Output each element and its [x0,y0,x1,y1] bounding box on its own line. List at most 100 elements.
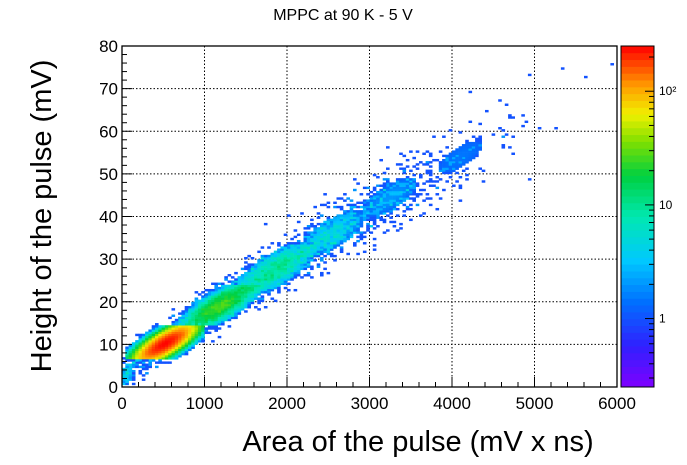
heatmap-bin [204,320,209,324]
heatmap-bin [356,231,360,234]
heatmap-bin [240,295,245,298]
heatmap-bin [214,312,218,315]
heatmap-bin [237,288,242,292]
heatmap-bin [422,163,426,166]
heatmap-bin [349,227,354,230]
heatmap-bin [273,284,278,288]
heatmap-bin [425,171,430,175]
heatmap-bin [300,263,304,266]
heatmap-bin [412,184,416,187]
heatmap-bin [303,231,308,234]
heatmap-bin [174,344,179,347]
heatmap-bin [237,286,242,290]
heatmap-bin [293,267,298,271]
heatmap-bin [181,344,185,347]
heatmap-bin [313,225,317,228]
heatmap-bin [224,312,228,315]
heatmap-bin [287,214,291,217]
heatmap-bin [168,348,172,352]
heatmap-bin [326,248,331,251]
heatmap-bin [336,227,341,230]
heatmap-bin [273,282,278,285]
heatmap-bin [151,335,156,339]
heatmap-bin [409,169,413,173]
heatmap-bin [211,312,215,315]
heatmap-bin [326,216,331,219]
heatmap-bin [310,222,314,226]
heatmap-bin [191,342,195,345]
heatmap-bin [316,233,321,236]
heatmap-bin [204,310,209,313]
heatmap-bin [250,276,255,279]
heatmap-bin [346,218,350,222]
heatmap-bin [214,299,218,303]
heatmap-bin [260,274,265,277]
heatmap-bin [475,154,479,158]
heatmap-bin [277,252,281,256]
heatmap-bin [267,291,271,294]
heatmap-bin [247,267,251,271]
heatmap-bin [296,254,301,258]
heatmap-bin [409,184,413,187]
heatmap-bin [158,335,162,339]
heatmap-bin [158,350,162,354]
palette-band [621,168,654,176]
heatmap-bin [247,282,251,285]
heatmap-bin [372,173,377,177]
heatmap-bin [188,310,192,313]
heatmap-bin [428,178,433,181]
heatmap-bin [386,195,390,198]
heatmap-bin [372,237,377,241]
heatmap-bin [405,205,410,209]
heatmap-bin [181,316,185,320]
heatmap-bin [201,320,205,324]
heatmap-bin [395,180,400,183]
heatmap-bin [359,225,364,228]
heatmap-bin [217,299,222,303]
heatmap-bin [399,182,403,185]
heatmap-bin [392,195,397,198]
heatmap-bin [296,244,301,247]
heatmap-bin [349,222,354,226]
heatmap-bin [458,148,463,151]
heatmap-bin [465,156,469,160]
heatmap-bin [382,205,387,209]
heatmap-bin [382,184,387,187]
heatmap-bin [138,352,143,356]
heatmap-bin [161,344,166,347]
heatmap-bin [372,193,377,196]
heatmap-bin [471,146,476,149]
heatmap-bin [280,269,284,273]
heatmap-bin [584,75,588,79]
heatmap-bin [280,265,284,268]
heatmap-bin [207,320,212,324]
heatmap-bin [478,137,482,141]
heatmap-bin [310,256,314,260]
heatmap-bin [267,269,271,273]
heatmap-bin [343,220,347,224]
heatmap-bin [448,171,453,175]
heatmap-bin [138,348,143,352]
heatmap-bin [151,342,156,345]
heatmap-bin [250,291,255,294]
heatmap-bin [346,231,350,234]
heatmap-bin [207,310,212,313]
heatmap-bin [366,210,370,213]
heatmap-bin [283,271,288,275]
heatmap-bin [356,182,360,185]
heatmap-bin [188,337,192,341]
heatmap-bin [310,246,314,249]
heatmap-bin [346,212,350,215]
heatmap-bin [230,297,235,300]
heatmap-bin [300,246,304,249]
heatmap-bin [372,218,377,222]
heatmap-bin [131,382,136,386]
heatmap-bin [442,171,446,175]
heatmap-bin [178,355,182,358]
heatmap-bin [164,361,169,364]
heatmap-bin [138,337,143,341]
heatmap-bin [392,207,397,211]
heatmap-bin [461,144,466,147]
heatmap-bin [141,378,146,381]
heatmap-bin [415,163,420,166]
